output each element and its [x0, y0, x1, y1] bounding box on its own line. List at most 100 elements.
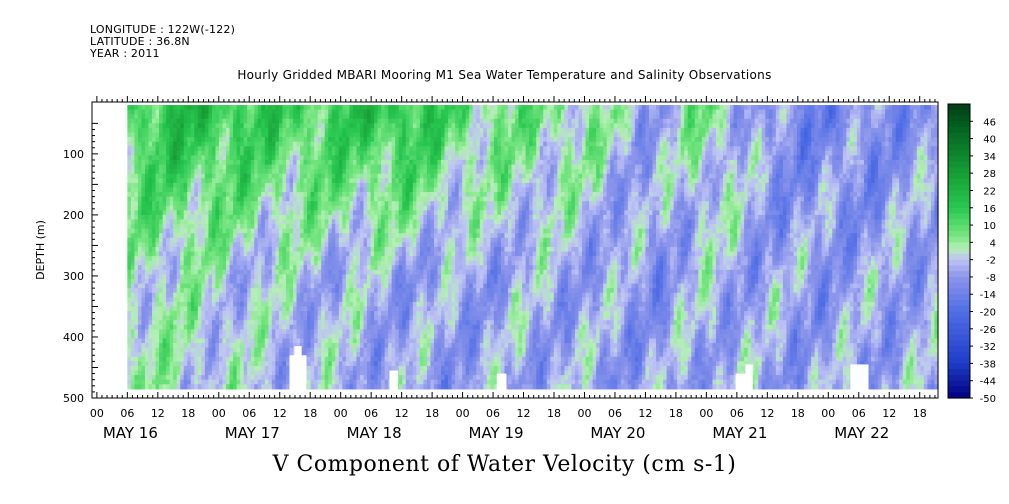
heatmap-cell	[148, 292, 153, 298]
heatmap-cell	[144, 384, 150, 390]
heatmap-cell	[137, 109, 143, 115]
heatmap-cell	[144, 260, 150, 266]
heatmap-cell	[381, 201, 386, 207]
heatmap-cell	[278, 256, 284, 262]
heatmap-cell	[222, 205, 227, 211]
heatmap-cell	[317, 324, 322, 330]
heatmap-cell	[370, 173, 375, 179]
heatmap-cell	[324, 219, 329, 225]
heatmap-cell	[137, 169, 143, 175]
heatmap-cell	[377, 123, 382, 129]
heatmap-cell	[130, 192, 135, 198]
heatmap-cell	[285, 164, 291, 170]
heatmap-cell	[300, 150, 305, 156]
heatmap-cell	[384, 242, 389, 248]
heatmap-cell	[268, 173, 273, 179]
heatmap-cell	[331, 219, 336, 225]
heatmap-cell	[173, 105, 178, 111]
heatmap-cell	[211, 192, 217, 198]
heatmap-cell	[208, 164, 213, 170]
heatmap-cell	[275, 242, 280, 248]
heatmap-cell	[240, 246, 245, 253]
heatmap-cell	[144, 283, 150, 289]
heatmap-cell	[144, 127, 150, 134]
heatmap-cell	[194, 141, 199, 147]
heatmap-cell	[275, 365, 280, 372]
heatmap-cell	[352, 278, 358, 285]
heatmap-cell	[328, 343, 333, 349]
heatmap-cell	[409, 114, 414, 120]
heatmap-cell	[148, 260, 153, 266]
heatmap-cell	[144, 210, 150, 216]
heatmap-cell	[176, 292, 181, 298]
heatmap-cell	[218, 205, 224, 211]
heatmap-cell	[335, 347, 340, 353]
heatmap-cell	[293, 141, 298, 147]
heatmap-cell	[144, 109, 150, 115]
heatmap-cell	[215, 137, 220, 143]
heatmap-cell	[374, 182, 379, 189]
heatmap-cell	[127, 251, 132, 257]
heatmap-cell	[137, 118, 143, 124]
heatmap-cell	[285, 365, 291, 372]
heatmap-cell	[345, 356, 350, 362]
heatmap-cell	[169, 365, 174, 372]
heatmap-cell	[236, 356, 241, 362]
heatmap-cell	[317, 356, 322, 362]
heatmap-cell	[236, 242, 241, 248]
heatmap-cell	[342, 315, 347, 321]
heatmap-cell	[152, 201, 157, 207]
heatmap-cell	[391, 269, 396, 276]
heatmap-cell	[300, 159, 305, 166]
heatmap-cell	[183, 333, 188, 340]
heatmap-cell	[331, 251, 336, 257]
heatmap-cell	[307, 109, 312, 115]
heatmap-cell	[363, 246, 368, 253]
heatmap-cell	[190, 233, 195, 239]
heatmap-cell	[218, 159, 224, 166]
heatmap-cell	[134, 343, 139, 349]
heatmap-cell	[141, 278, 146, 285]
heatmap-cell	[180, 205, 185, 211]
heatmap-cell	[335, 214, 340, 221]
heatmap-cell	[328, 205, 333, 211]
heatmap-cell	[349, 361, 354, 367]
heatmap-cell	[321, 155, 326, 161]
heatmap-cell	[278, 201, 284, 207]
heatmap-cell	[285, 329, 291, 335]
heatmap-cell	[328, 288, 333, 294]
heatmap-cell	[197, 159, 202, 166]
heatmap-cell	[152, 292, 157, 298]
heatmap-cell	[130, 219, 135, 225]
heatmap-cell	[282, 370, 287, 376]
heatmap-cell	[282, 242, 287, 248]
heatmap-cell	[359, 324, 365, 330]
heatmap-cell	[275, 324, 280, 330]
heatmap-cell	[388, 214, 393, 221]
heatmap-cell	[370, 228, 375, 234]
heatmap-cell	[321, 288, 326, 294]
heatmap-cell	[247, 173, 252, 179]
heatmap-cell	[130, 109, 135, 115]
heatmap-cell	[240, 114, 245, 120]
heatmap-cell	[285, 301, 291, 308]
heatmap-cell	[300, 201, 305, 207]
heatmap-cell	[208, 173, 213, 179]
heatmap-cell	[367, 155, 372, 161]
heatmap-cell	[166, 123, 171, 129]
heatmap-cell	[257, 251, 262, 257]
heatmap-cell	[250, 297, 255, 303]
heatmap-cell	[127, 343, 132, 349]
heatmap-cell	[398, 182, 403, 189]
heatmap-cell	[342, 118, 347, 124]
heatmap-cell	[155, 205, 160, 211]
heatmap-cell	[402, 155, 407, 161]
heatmap-cell	[328, 210, 333, 216]
heatmap-cell	[134, 283, 139, 289]
heatmap-cell	[374, 379, 379, 385]
heatmap-cell	[384, 246, 389, 253]
heatmap-cell	[257, 311, 262, 317]
heatmap-cell	[127, 256, 132, 262]
heatmap-cell	[190, 324, 195, 330]
heatmap-cell	[211, 132, 217, 138]
